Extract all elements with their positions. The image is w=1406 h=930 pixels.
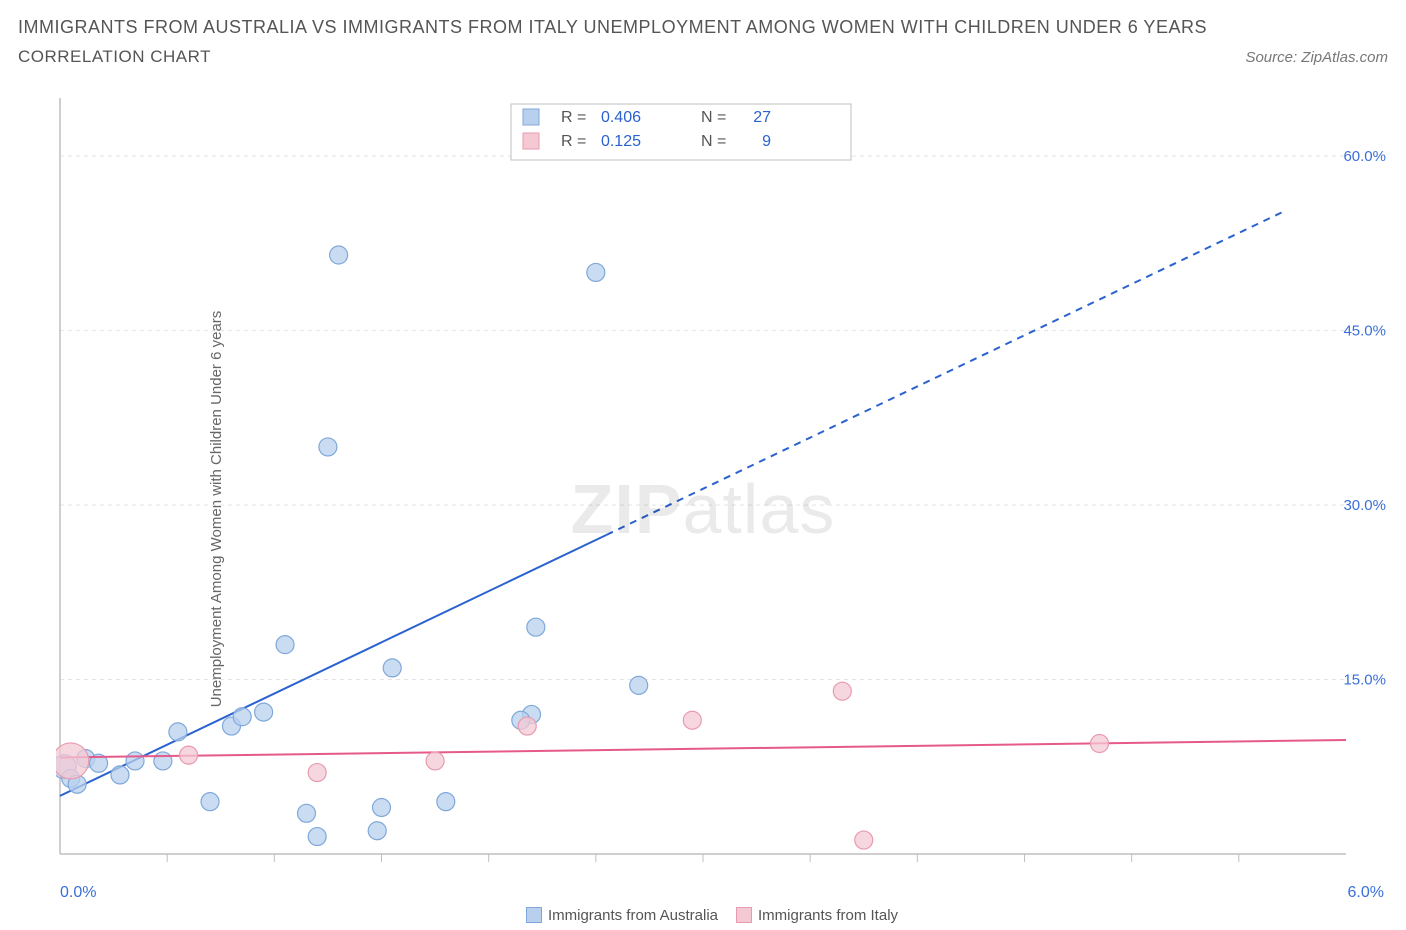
svg-text:R =: R =: [561, 109, 586, 126]
svg-text:N =: N =: [701, 109, 726, 126]
legend-swatch: [736, 907, 752, 923]
data-point: [833, 682, 851, 700]
data-point: [368, 822, 386, 840]
data-point: [308, 828, 326, 846]
chart-area: Unemployment Among Women with Children U…: [0, 88, 1406, 930]
data-point: [1091, 735, 1109, 753]
data-point: [297, 804, 315, 822]
legend-top: R = 0.406 N = 27 R = 0.125 N = 9: [511, 104, 851, 160]
data-point: [56, 743, 89, 779]
data-point: [330, 246, 348, 264]
data-point: [630, 676, 648, 694]
title-block: IMMIGRANTS FROM AUSTRALIA VS IMMIGRANTS …: [0, 0, 1406, 73]
legend-bottom: Immigrants from Australia Immigrants from…: [0, 907, 1406, 924]
data-point: [319, 438, 337, 456]
data-point: [373, 798, 391, 816]
legend-label: Immigrants from Italy: [758, 907, 898, 924]
svg-text:N =: N =: [701, 133, 726, 150]
data-point: [169, 723, 187, 741]
x-axis-min-label: 0.0%: [60, 884, 96, 902]
data-point: [180, 746, 198, 764]
svg-text:0.125: 0.125: [601, 133, 641, 150]
data-point: [383, 659, 401, 677]
y-tick-label: 45.0%: [1343, 323, 1386, 340]
data-point: [426, 752, 444, 770]
data-point: [308, 764, 326, 782]
legend-swatch: [526, 907, 542, 923]
chart-title: IMMIGRANTS FROM AUSTRALIA VS IMMIGRANTS …: [18, 14, 1388, 41]
y-tick-label: 30.0%: [1343, 497, 1386, 514]
svg-text:0.406: 0.406: [601, 109, 641, 126]
data-point: [527, 618, 545, 636]
data-point: [276, 636, 294, 654]
data-point: [255, 703, 273, 721]
source-label: Source: ZipAtlas.com: [1245, 49, 1388, 66]
data-point: [126, 752, 144, 770]
chart-subtitle: CORRELATION CHART: [18, 47, 211, 67]
svg-text:9: 9: [762, 133, 771, 150]
svg-text:27: 27: [753, 109, 771, 126]
data-point: [683, 711, 701, 729]
legend-label: Immigrants from Australia: [548, 907, 718, 924]
data-point: [154, 752, 172, 770]
data-point: [587, 263, 605, 281]
svg-text:R =: R =: [561, 133, 586, 150]
y-tick-label: 60.0%: [1343, 148, 1386, 165]
subtitle-row: CORRELATION CHART Source: ZipAtlas.com: [18, 47, 1388, 67]
data-point: [201, 793, 219, 811]
data-point: [111, 766, 129, 784]
x-axis-max-label: 6.0%: [1348, 884, 1384, 902]
data-point: [437, 793, 455, 811]
data-point: [233, 708, 251, 726]
data-point: [855, 831, 873, 849]
scatter-plot: 15.0% 30.0% 45.0% 60.0% R = 0.406 N = 27 R = 0.12…: [56, 94, 1390, 884]
y-tick-label: 15.0%: [1343, 672, 1386, 689]
data-point: [518, 717, 536, 735]
